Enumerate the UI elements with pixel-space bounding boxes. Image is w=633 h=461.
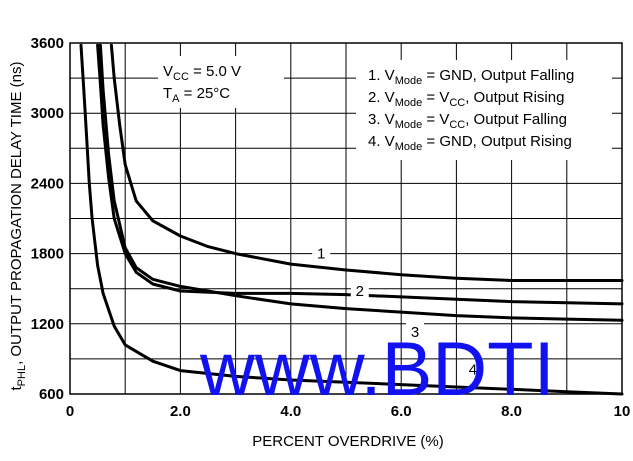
legend-entry-3: 3. VMode = VCC, Output Falling bbox=[368, 111, 567, 131]
y-tick-label: 1200 bbox=[31, 316, 64, 333]
y-tick-label: 3000 bbox=[31, 105, 64, 122]
plot-frame bbox=[69, 42, 623, 395]
y-tick-label: 600 bbox=[39, 386, 64, 403]
series-line-1 bbox=[109, 43, 624, 282]
legend-box bbox=[356, 60, 612, 160]
series-line-3 bbox=[98, 43, 624, 322]
y-axis-title: tPHL, OUTPUT PROPAGATION DELAY TIME (ns) bbox=[8, 62, 28, 391]
y-tick-label: 2400 bbox=[31, 175, 64, 192]
x-axis-title: PERCENT OVERDRIVE (%) bbox=[252, 433, 443, 450]
x-tick-label: 2.0 bbox=[170, 403, 191, 420]
legend-entry-2: 2. VMode = VCC, Output Rising bbox=[368, 89, 564, 109]
curve-label-4: 4 bbox=[469, 361, 477, 378]
x-tick-label: 10 bbox=[614, 403, 631, 420]
curve-label-bg bbox=[406, 321, 424, 341]
series-curves bbox=[79, 43, 624, 396]
legend-entry-1: 1. VMode = GND, Output Falling bbox=[368, 67, 574, 87]
curve-label-2: 2 bbox=[356, 283, 364, 300]
curve-label-1: 1 bbox=[317, 246, 325, 263]
conditions-box bbox=[158, 56, 284, 108]
ta-condition: TA = 25°C bbox=[163, 85, 230, 105]
x-tick-labels: 0 2.0 4.0 6.0 8.0 10 bbox=[66, 403, 631, 420]
y-tick-label: 1800 bbox=[31, 246, 64, 263]
curve-labels: 1 2 3 4 bbox=[312, 243, 482, 379]
conditions-annotation: VCC = 5.0 V TA = 25°C bbox=[158, 56, 284, 108]
legend-entry-4: 4. VMode = GND, Output Rising bbox=[368, 133, 572, 153]
vcc-condition: VCC = 5.0 V bbox=[163, 63, 241, 83]
x-tick-label: 0 bbox=[66, 403, 74, 420]
series-line-2 bbox=[96, 43, 624, 306]
curve-label-bg bbox=[463, 359, 482, 379]
x-tick-label: 4.0 bbox=[280, 403, 301, 420]
series-line-4 bbox=[79, 43, 624, 396]
watermark: www.BDTI bbox=[199, 327, 555, 412]
y-tick-label: 3600 bbox=[31, 35, 64, 52]
x-tick-label: 8.0 bbox=[501, 403, 522, 420]
curve-label-3: 3 bbox=[411, 324, 419, 341]
curve-label-bg bbox=[312, 243, 331, 263]
curve-label-bg bbox=[350, 281, 369, 301]
y-tick-labels: 600 1200 1800 2400 3000 3600 bbox=[31, 35, 64, 403]
x-tick-label: 6.0 bbox=[391, 403, 412, 420]
